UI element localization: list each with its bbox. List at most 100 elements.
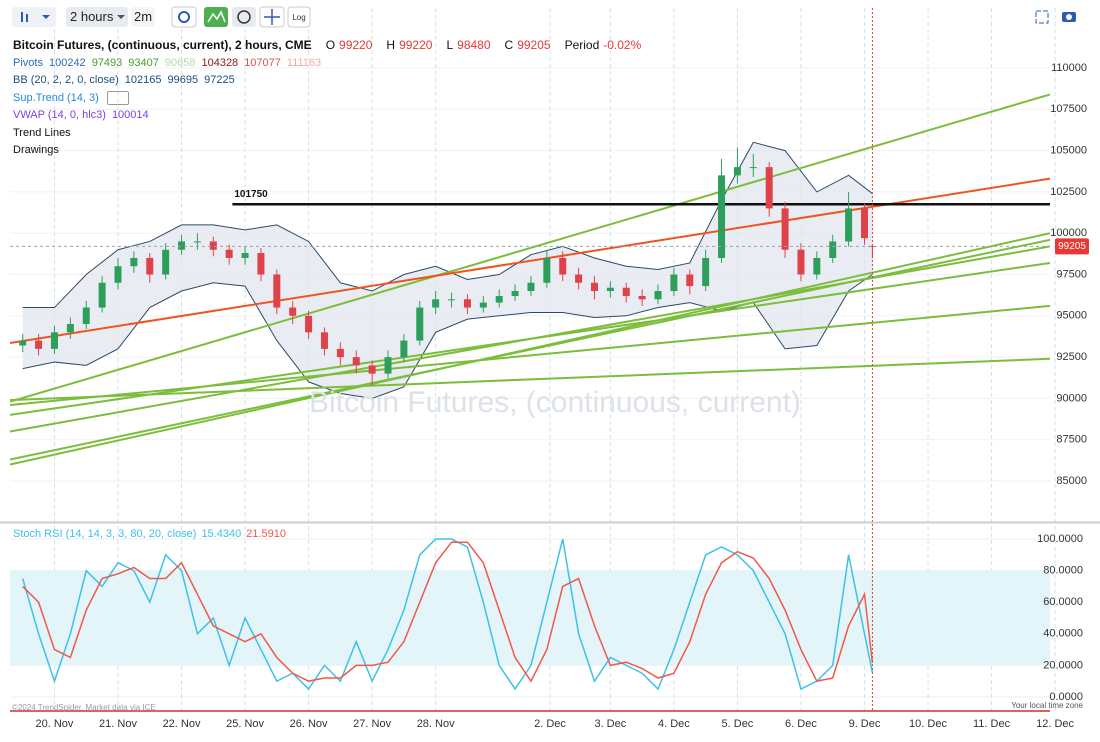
- log-label: Log: [292, 13, 305, 22]
- candle-body: [352, 357, 360, 366]
- candle-body: [797, 249, 805, 275]
- indicator-name: Drawings: [13, 144, 59, 156]
- indicator-name: BB (20, 2, 2, 0, close): [13, 74, 119, 86]
- interval-button[interactable]: [66, 7, 128, 27]
- candle-body: [98, 282, 106, 308]
- clock-icon: [237, 10, 251, 24]
- fullscreen-button[interactable]: [1035, 10, 1049, 24]
- stoch-value: 21.5910: [246, 528, 286, 540]
- period-value: -0.02%: [603, 38, 642, 52]
- candle-body: [781, 208, 789, 250]
- main-panel: 101750: [10, 93, 1050, 466]
- candle-body: [495, 295, 503, 303]
- candle-body: [82, 307, 90, 325]
- candle-body: [432, 299, 440, 308]
- candle-body: [479, 302, 487, 308]
- candle-body: [146, 257, 154, 275]
- y-tick-label: 97500: [1056, 268, 1087, 280]
- indicator-row[interactable]: Drawings: [13, 142, 647, 160]
- candle-body: [416, 307, 424, 341]
- candle-body: [66, 324, 74, 333]
- x-tick-label: 3. Dec: [594, 718, 626, 730]
- candle-body: [702, 257, 710, 287]
- y-tick-label: 92500: [1056, 351, 1087, 363]
- stoch-line: [21, 538, 874, 691]
- indicator-row[interactable]: VWAP (14, 0, hlc3) 100014: [13, 107, 647, 125]
- x-tick-label: 11. Dec: [973, 718, 1011, 730]
- y-tick-label: 87500: [1056, 434, 1087, 446]
- indicator-value: 104328: [201, 56, 239, 69]
- x-tick-label: 4. Dec: [658, 718, 690, 730]
- candle-body: [463, 299, 471, 308]
- candle-body: [670, 274, 678, 292]
- legend-row: Bitcoin Futures, (continuous, current), …: [13, 37, 647, 55]
- y-tick-label: 80.0000: [1043, 565, 1083, 577]
- settings-button[interactable]: [171, 6, 197, 28]
- y-tick-label: 0.0000: [1049, 691, 1083, 703]
- x-tick-label: 27. Nov: [353, 718, 391, 730]
- trend-line: [10, 357, 1050, 402]
- indicator-row[interactable]: Pivots 100242 97493 93407 90658 104328 107077 1…: [13, 55, 647, 73]
- x-tick-label: 9. Dec: [849, 718, 881, 730]
- candle-icon: [21, 12, 28, 22]
- x-tick-label: 26. Nov: [290, 718, 328, 730]
- candle-body: [35, 340, 43, 349]
- stoch-panel: [10, 538, 1050, 691]
- candle-body: [813, 257, 821, 275]
- log-button[interactable]: [287, 6, 311, 28]
- trend-line: [10, 261, 1050, 416]
- timezone: Your local time zone: [1011, 701, 1083, 710]
- ohlc-value: 99205: [517, 38, 551, 52]
- indicator-value: 97493: [91, 56, 123, 69]
- y-tick-label: 40.0000: [1043, 628, 1083, 640]
- x-tick-label: 12. Dec: [1036, 718, 1074, 730]
- last-price-label: 99205: [1058, 241, 1086, 252]
- candle-body: [241, 253, 249, 258]
- candle-body: [622, 287, 630, 296]
- candle-body: [606, 287, 614, 292]
- candle-body: [50, 332, 58, 349]
- indicator-value: 90658: [164, 56, 196, 69]
- candle-body: [559, 257, 567, 275]
- y-tick-label: 107500: [1050, 103, 1087, 115]
- candle-body: [749, 167, 757, 169]
- candle-body: [225, 249, 233, 258]
- indicator-value: 107077: [244, 56, 281, 69]
- candle-body: [860, 208, 868, 239]
- candle-body: [527, 282, 535, 292]
- resolution-button[interactable]: [131, 7, 155, 27]
- visibility-toggle[interactable]: [106, 90, 129, 105]
- candle-body: [257, 253, 265, 275]
- ohlc-value: 99220: [399, 38, 433, 52]
- watermark: Bitcoin Futures, (continuous, current): [309, 386, 801, 419]
- indicator-name: Sup.Trend (14, 3): [13, 91, 99, 104]
- candle-body: [19, 340, 27, 346]
- interval-label[interactable]: 2 hours: [70, 9, 114, 24]
- indicator-row[interactable]: Sup.Trend (14, 3): [13, 90, 647, 108]
- legend: Bitcoin Futures, (continuous, current), …: [13, 37, 647, 160]
- candle-body: [320, 332, 328, 349]
- candle-body: [845, 208, 853, 242]
- resolution-label[interactable]: 2m: [134, 9, 153, 24]
- indicator-row[interactable]: Trend Lines: [13, 125, 647, 143]
- clock-button[interactable]: [232, 7, 256, 27]
- y-tick-label: 110000: [1051, 62, 1087, 74]
- candle-body: [765, 167, 773, 209]
- indicator-value: 111163: [286, 56, 322, 69]
- gear-icon: [178, 11, 190, 23]
- trend-line: [10, 93, 1050, 403]
- chart-type-button[interactable]: [12, 7, 56, 27]
- candle-body: [178, 241, 186, 250]
- dropdown-arrow: [42, 15, 50, 19]
- indicator-row[interactable]: BB (20, 2, 2, 0, close) 102165 99695 97225: [13, 72, 647, 90]
- indicator-icon: [207, 10, 226, 23]
- candle-body: [336, 348, 344, 358]
- credit: ©2024 TrendSpider. Market data via ICE: [12, 703, 156, 712]
- y-tick-label: 100000: [1050, 227, 1087, 239]
- x-tick-label: 20. Nov: [36, 718, 74, 730]
- candle-body: [162, 249, 170, 275]
- candle-body: [368, 365, 376, 374]
- legend-title: Bitcoin Futures, (continuous, current), …: [13, 38, 312, 52]
